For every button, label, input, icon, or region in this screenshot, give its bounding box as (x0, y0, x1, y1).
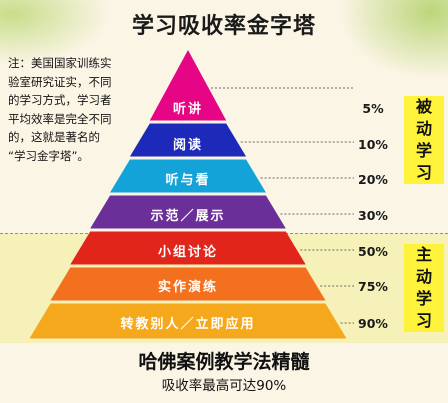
layer-label-teach-others: 转教别人／立即应用 (120, 317, 256, 332)
pyramid-layer-discussion (70, 231, 306, 265)
note-line: 注：美国国家训练实 (8, 56, 112, 70)
pyramid-layer-lecture (149, 50, 227, 121)
note-line: 的学习方式，学习者 (8, 93, 112, 107)
percent-reading: 10% (358, 137, 388, 152)
leaf-decoration-left (0, 0, 120, 70)
passive-char: 动 (415, 119, 432, 138)
note-line: 的，这就是著名的 (8, 130, 100, 144)
layer-label-reading: 阅读 (172, 138, 203, 153)
active-learning-label: 主 动 学 习 (404, 244, 444, 332)
layer-label-lecture: 听讲 (172, 102, 203, 117)
percent-practice: 75% (358, 279, 388, 294)
note-text: 注：美国国家训练实 验室研究证实，不同 的学习方式，学习者 平均效率是完全不同 … (8, 54, 138, 165)
active-char: 学 (415, 289, 432, 308)
pyramid-layer-reading (129, 123, 247, 157)
percent-demonstration: 30% (358, 208, 388, 223)
passive-char: 被 (415, 97, 432, 116)
pyramid-layer-audiovisual (110, 159, 266, 193)
percent-lecture: 5% (362, 101, 384, 116)
bottom-subtitle: 吸收率最高可达90% (161, 378, 287, 394)
bottom-title: 哈佛案例教学法精髓 (138, 351, 310, 373)
pyramid-layer-demonstration (90, 195, 286, 229)
percent-teach-others: 90% (358, 316, 388, 331)
passive-char: 习 (415, 163, 432, 182)
main-title: 学习吸收率金字塔 (131, 14, 316, 39)
pyramid-layer-teach-others (29, 303, 347, 339)
note-line: 平均效率是完全不同 (8, 111, 112, 126)
note-line: “学习金字塔”。 (8, 148, 89, 163)
percent-audiovisual: 20% (358, 172, 388, 187)
layer-label-demonstration: 示范／展示 (150, 209, 226, 224)
layer-label-audiovisual: 听与看 (165, 173, 211, 188)
passive-char: 学 (415, 141, 432, 160)
layer-label-discussion: 小组讨论 (157, 245, 218, 260)
active-char: 习 (415, 311, 432, 330)
leaf-decoration-right (338, 0, 448, 80)
layer-label-practice: 实作演练 (157, 280, 218, 295)
percent-discussion: 50% (358, 244, 388, 259)
pyramid-layer-practice (50, 267, 326, 301)
active-char: 主 (415, 245, 432, 264)
note-line: 验室研究证实，不同 (8, 74, 112, 89)
passive-learning-label: 被 动 学 习 (404, 96, 444, 184)
active-char: 动 (415, 267, 432, 286)
